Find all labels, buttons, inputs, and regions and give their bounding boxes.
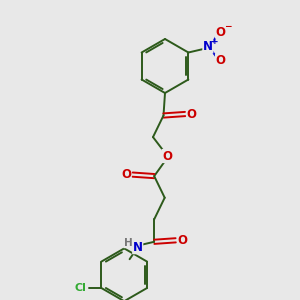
Text: O: O bbox=[215, 26, 226, 39]
Text: N: N bbox=[203, 40, 213, 53]
Text: −: − bbox=[224, 22, 231, 31]
Text: O: O bbox=[215, 54, 226, 67]
Text: +: + bbox=[211, 37, 218, 46]
Text: N: N bbox=[133, 241, 143, 254]
Text: Cl: Cl bbox=[74, 283, 86, 293]
Text: O: O bbox=[187, 107, 197, 121]
Text: O: O bbox=[121, 168, 131, 181]
Text: O: O bbox=[177, 234, 188, 247]
Text: H: H bbox=[124, 238, 133, 248]
Text: O: O bbox=[162, 149, 172, 163]
